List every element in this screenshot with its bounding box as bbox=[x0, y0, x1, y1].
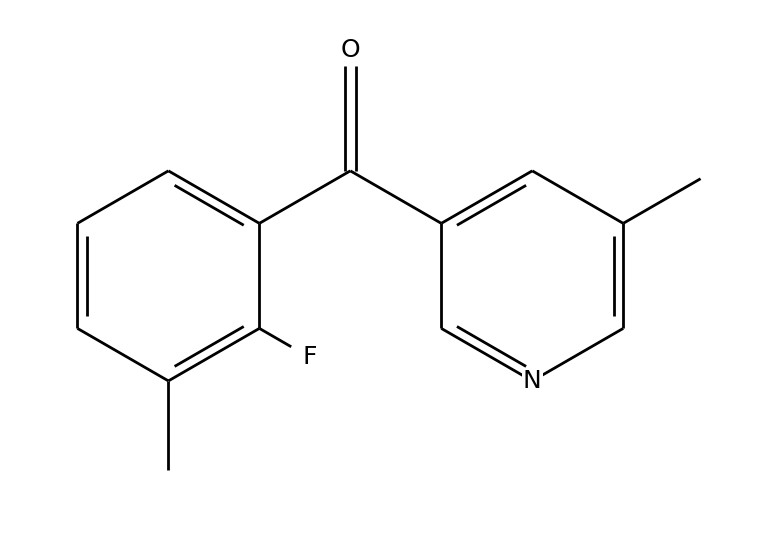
Text: N: N bbox=[523, 369, 541, 393]
Text: F: F bbox=[302, 345, 317, 369]
Text: O: O bbox=[341, 38, 360, 62]
